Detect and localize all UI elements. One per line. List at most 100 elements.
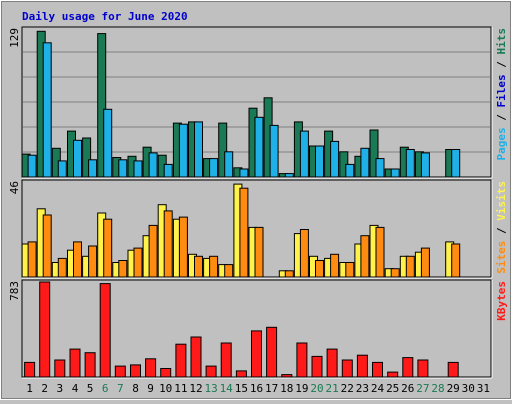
legend-entry: / [495, 221, 508, 241]
x-tick-label: 2 [41, 382, 48, 395]
kbytes-bar [39, 281, 51, 378]
kbytes-bar [235, 370, 247, 378]
sites-bar [299, 229, 309, 278]
x-tick-label: 24 [371, 382, 385, 395]
x-tick-label: 17 [265, 382, 278, 395]
x-tick-label: 14 [220, 382, 234, 395]
files-bar [315, 145, 324, 178]
files-bar [299, 130, 309, 178]
x-tick-label: 7 [117, 382, 124, 395]
kbytes-bar [281, 374, 293, 378]
kbytes-bar [84, 352, 96, 378]
sites-bar [103, 218, 113, 278]
panel-legend: Pages / Files / Hits [495, 28, 508, 161]
files-bar [178, 123, 188, 178]
kbytes-bar [447, 361, 459, 378]
hits-bar [218, 122, 228, 178]
kbytes-bar [311, 355, 323, 378]
x-tick-label: 4 [72, 382, 79, 395]
sites-bar [209, 255, 219, 278]
legend-entry: / [495, 108, 508, 128]
x-tick-label: 20 [310, 382, 323, 395]
kbytes-bar [54, 359, 66, 378]
files-bar [284, 173, 294, 178]
kbytes-bar [160, 368, 172, 378]
files-bar [254, 116, 264, 178]
kbytes-bar [417, 359, 429, 378]
legend-entry: / [495, 55, 508, 75]
sites-bar [163, 210, 173, 278]
kbytes-bar [356, 354, 368, 378]
legend-entry: Pages [495, 127, 508, 160]
sites-bar [360, 235, 370, 278]
x-tick-label: 16 [250, 382, 263, 395]
x-tick-label: 22 [341, 382, 354, 395]
files-bar [239, 168, 249, 178]
x-tick-label: 29 [447, 382, 460, 395]
files-bar [451, 149, 461, 178]
kbytes-bar [114, 365, 126, 378]
files-bar [405, 149, 415, 178]
kbytes-bar [251, 330, 262, 378]
sites-bar [133, 247, 143, 278]
kbytes-bar [220, 342, 232, 378]
sites-bar [405, 255, 415, 278]
sites-bar [224, 264, 234, 278]
files-bar [209, 158, 219, 178]
legend-entry: Hits [495, 28, 508, 55]
kbytes-bar [69, 348, 81, 378]
kbytes-bar [341, 359, 353, 378]
x-axis-labels: 1 2 3 4 5 6 7 8 9 10 11 12 13 14 15 16 17 18 19 20 21 22 23 24 2… [26, 382, 490, 395]
x-tick-label: 27 [416, 382, 429, 395]
kbytes-bar [296, 342, 308, 378]
files-bar [163, 163, 173, 178]
x-tick-label: 10 [159, 382, 172, 395]
kbytes-bar [326, 348, 338, 378]
kbytes-bar [145, 358, 157, 378]
files-bar [57, 160, 67, 178]
x-tick-label: 30 [462, 382, 475, 395]
panel-3: 783 KBytes [8, 279, 508, 379]
x-tick-label: 11 [174, 382, 187, 395]
panel-max-label: 129 [8, 28, 21, 48]
sites-bar [451, 243, 461, 278]
kbytes-bar [130, 364, 141, 378]
sites-bar [390, 268, 400, 278]
sites-bar [178, 216, 188, 278]
panel-max-label: 783 [8, 281, 21, 301]
x-tick-label: 1 [26, 382, 33, 395]
files-bar [194, 121, 203, 178]
x-tick-label: 25 [386, 382, 399, 395]
panel-max-label: 46 [8, 181, 21, 194]
kbytes-bar [266, 326, 278, 378]
files-bar [390, 168, 400, 178]
files-bar [88, 159, 98, 178]
x-tick-label: 23 [356, 382, 369, 395]
panel-legend: Sites / Visits [495, 181, 508, 274]
sites-bar [239, 187, 249, 278]
x-tick-label: 3 [56, 382, 63, 395]
files-bar [42, 42, 52, 178]
legend-entry: KBytes [495, 281, 508, 321]
files-bar [375, 158, 385, 178]
chart-panels: 129 Pages / Files / Hits 46 Sites / Visits 7… [8, 26, 508, 379]
legend-entry: Files [495, 74, 508, 107]
x-tick-label: 9 [147, 382, 154, 395]
files-bar [148, 152, 158, 178]
files-bar [420, 152, 430, 178]
sites-bar [330, 253, 340, 278]
x-tick-label: 8 [132, 382, 139, 395]
chart-title: Daily usage for June 2020 [22, 10, 188, 23]
sites-bar [194, 255, 203, 278]
sites-bar [345, 262, 355, 278]
files-bar [73, 139, 82, 178]
x-tick-label: 21 [325, 382, 338, 395]
kbytes-bar [99, 283, 111, 378]
kbytes-bar [387, 371, 399, 378]
files-bar [27, 154, 37, 178]
legend-entry: Sites [495, 241, 508, 274]
hits-bar [97, 33, 107, 178]
